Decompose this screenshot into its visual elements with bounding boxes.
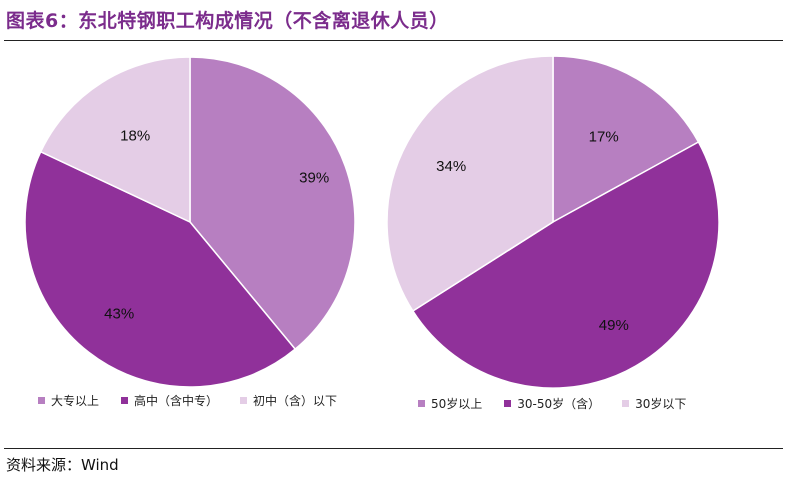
legend-item: 30岁以下 (622, 395, 686, 412)
legend-age: 50岁以上 30-50岁（含） 30岁以下 (418, 395, 708, 412)
slice-data-label: 17% (589, 128, 619, 145)
legend-swatch (38, 397, 45, 404)
slice-data-label: 18% (120, 128, 150, 145)
slice-data-label: 43% (104, 305, 134, 322)
legend-item: 50岁以上 (418, 395, 482, 412)
legend-label: 50岁以上 (431, 397, 483, 411)
pie-slice-2 (24, 150, 297, 388)
legend-swatch (418, 400, 425, 407)
page-title: 图表6：东北特钢职工构成情况（不含离退休人员） (6, 10, 449, 32)
slice-data-label: 49% (599, 317, 629, 334)
legend-education: 大专以上 高中（含中专） 初中（含）以下 (38, 392, 359, 409)
pie-slice-1 (552, 55, 700, 224)
legend-label: 30-50岁（含） (517, 397, 601, 411)
legend-swatch (121, 397, 129, 404)
pie-slice-2 (411, 141, 720, 389)
pie-slice-3 (386, 55, 554, 312)
legend-item: 大专以上 (38, 392, 99, 409)
legend-item: 30-50岁（含） (504, 395, 600, 412)
pie-slice-3 (39, 56, 191, 224)
legend-label: 高中（含中专） (134, 394, 219, 408)
legend-label: 大专以上 (51, 394, 100, 408)
legend-swatch (504, 400, 512, 407)
title-divider (4, 40, 783, 41)
legend-label: 初中（含）以下 (253, 394, 338, 408)
legend-swatch (622, 400, 630, 407)
legend-item: 初中（含）以下 (240, 392, 337, 409)
legend-item: 高中（含中专） (121, 392, 218, 409)
pie-slice-1 (189, 56, 356, 351)
slice-data-label: 34% (436, 158, 466, 175)
legend-swatch (240, 397, 248, 404)
source-note: 资料来源：Wind (6, 456, 119, 474)
pie-chart-age: 17% 49% 34% (386, 55, 720, 389)
slice-data-label: 39% (299, 169, 329, 186)
pie-chart-education: 39% 43% 18% (24, 56, 356, 388)
footer-divider (4, 448, 783, 449)
legend-label: 30岁以下 (635, 397, 687, 411)
